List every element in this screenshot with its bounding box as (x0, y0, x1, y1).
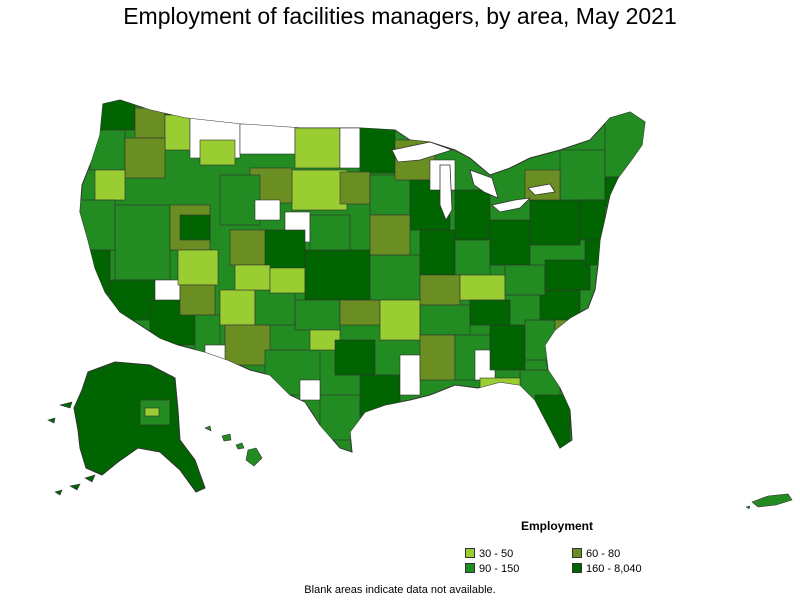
legend-item-60-80: 60 - 80 (572, 548, 620, 560)
area-co-south (234, 264, 271, 291)
area-chicago (419, 229, 456, 276)
area-kansas (304, 249, 371, 301)
area-sd-east (339, 171, 371, 205)
area-or-south (94, 169, 126, 201)
area-pennsylvania (529, 199, 581, 246)
alaska (73, 361, 206, 493)
area-arkansas (379, 299, 421, 341)
area-nd-west (294, 127, 341, 169)
area-seattle (94, 100, 136, 131)
area-san-antonio (319, 394, 361, 441)
area-missouri (369, 254, 421, 301)
area-nv (114, 204, 171, 281)
map-title: Employment of facilities managers, by ar… (123, 3, 677, 29)
area-boston (604, 176, 641, 208)
area-az-north (179, 284, 216, 316)
area-tennessee (419, 304, 471, 336)
area-new-york (559, 149, 606, 201)
legend-item-90-150: 90 - 150 (465, 563, 519, 575)
puerto-rico (751, 493, 793, 508)
area-wy-central (219, 174, 261, 226)
legend-swatch (465, 548, 475, 558)
area-ca-north (80, 199, 116, 251)
area-kentucky (459, 274, 506, 301)
area-sc (554, 319, 586, 346)
area-ok-west (294, 299, 341, 331)
footnote: Blank areas indicate data not available. (304, 584, 496, 596)
area-nm-west (219, 289, 256, 326)
area-charlotte (539, 289, 581, 321)
area-nebraska (309, 214, 351, 251)
conus-areas (80, 100, 645, 451)
area-kentucky-west (419, 274, 461, 306)
area-nd-east (339, 127, 361, 169)
area-nyc (579, 199, 606, 241)
area-sd (291, 169, 348, 211)
legend-item-160-8040: 160 - 8,040 (572, 563, 642, 575)
area-mississippi (419, 334, 456, 381)
area-atlanta (489, 324, 526, 371)
legend-title: Employment (521, 519, 594, 533)
area-wy-east (254, 199, 281, 221)
area-nm-border (204, 344, 226, 366)
area-wa-east (134, 107, 166, 139)
area-id-north (164, 114, 191, 151)
area-co-west (229, 229, 271, 266)
area-fl-panhandle (479, 377, 521, 391)
area-nashville (469, 299, 511, 326)
area-co-east (269, 267, 306, 294)
area-or-east (124, 137, 166, 179)
area-ut-south (177, 249, 219, 286)
alaska-areas (139, 399, 171, 426)
area-georgia-east (524, 319, 556, 361)
legend-swatch (572, 563, 582, 573)
area-bay-area (84, 249, 111, 296)
area-mt-central (199, 139, 236, 166)
legend-swatch (572, 548, 582, 558)
area-virginia (544, 259, 591, 291)
hawaii (204, 425, 263, 467)
area-mt-east (239, 123, 296, 155)
area-mn-north (359, 127, 396, 174)
area-wv (504, 264, 546, 296)
area-iowa (369, 214, 411, 256)
area-maine (604, 111, 645, 178)
area-salt-lake (179, 214, 211, 241)
pr-islet (745, 505, 751, 510)
area-michigan (454, 189, 491, 241)
area-dallas (334, 339, 376, 376)
area-los-angeles (109, 279, 156, 321)
area-ok-east (339, 299, 381, 326)
area-portland (89, 129, 126, 171)
legend-item-30-50: 30 - 50 (465, 548, 513, 560)
area-fl-south (534, 394, 571, 451)
area-dc (584, 239, 606, 266)
area-nm-south (224, 324, 271, 366)
great-lakes (391, 141, 556, 221)
area-houston (359, 374, 401, 416)
alaska-islands (47, 401, 96, 496)
area-minneapolis (369, 174, 411, 216)
legend-swatch (465, 563, 475, 573)
area-indiana (454, 239, 491, 276)
area-ohio (489, 219, 531, 266)
area-denver (264, 229, 306, 271)
area-la-west (399, 354, 421, 396)
area-tx-border (299, 379, 321, 401)
